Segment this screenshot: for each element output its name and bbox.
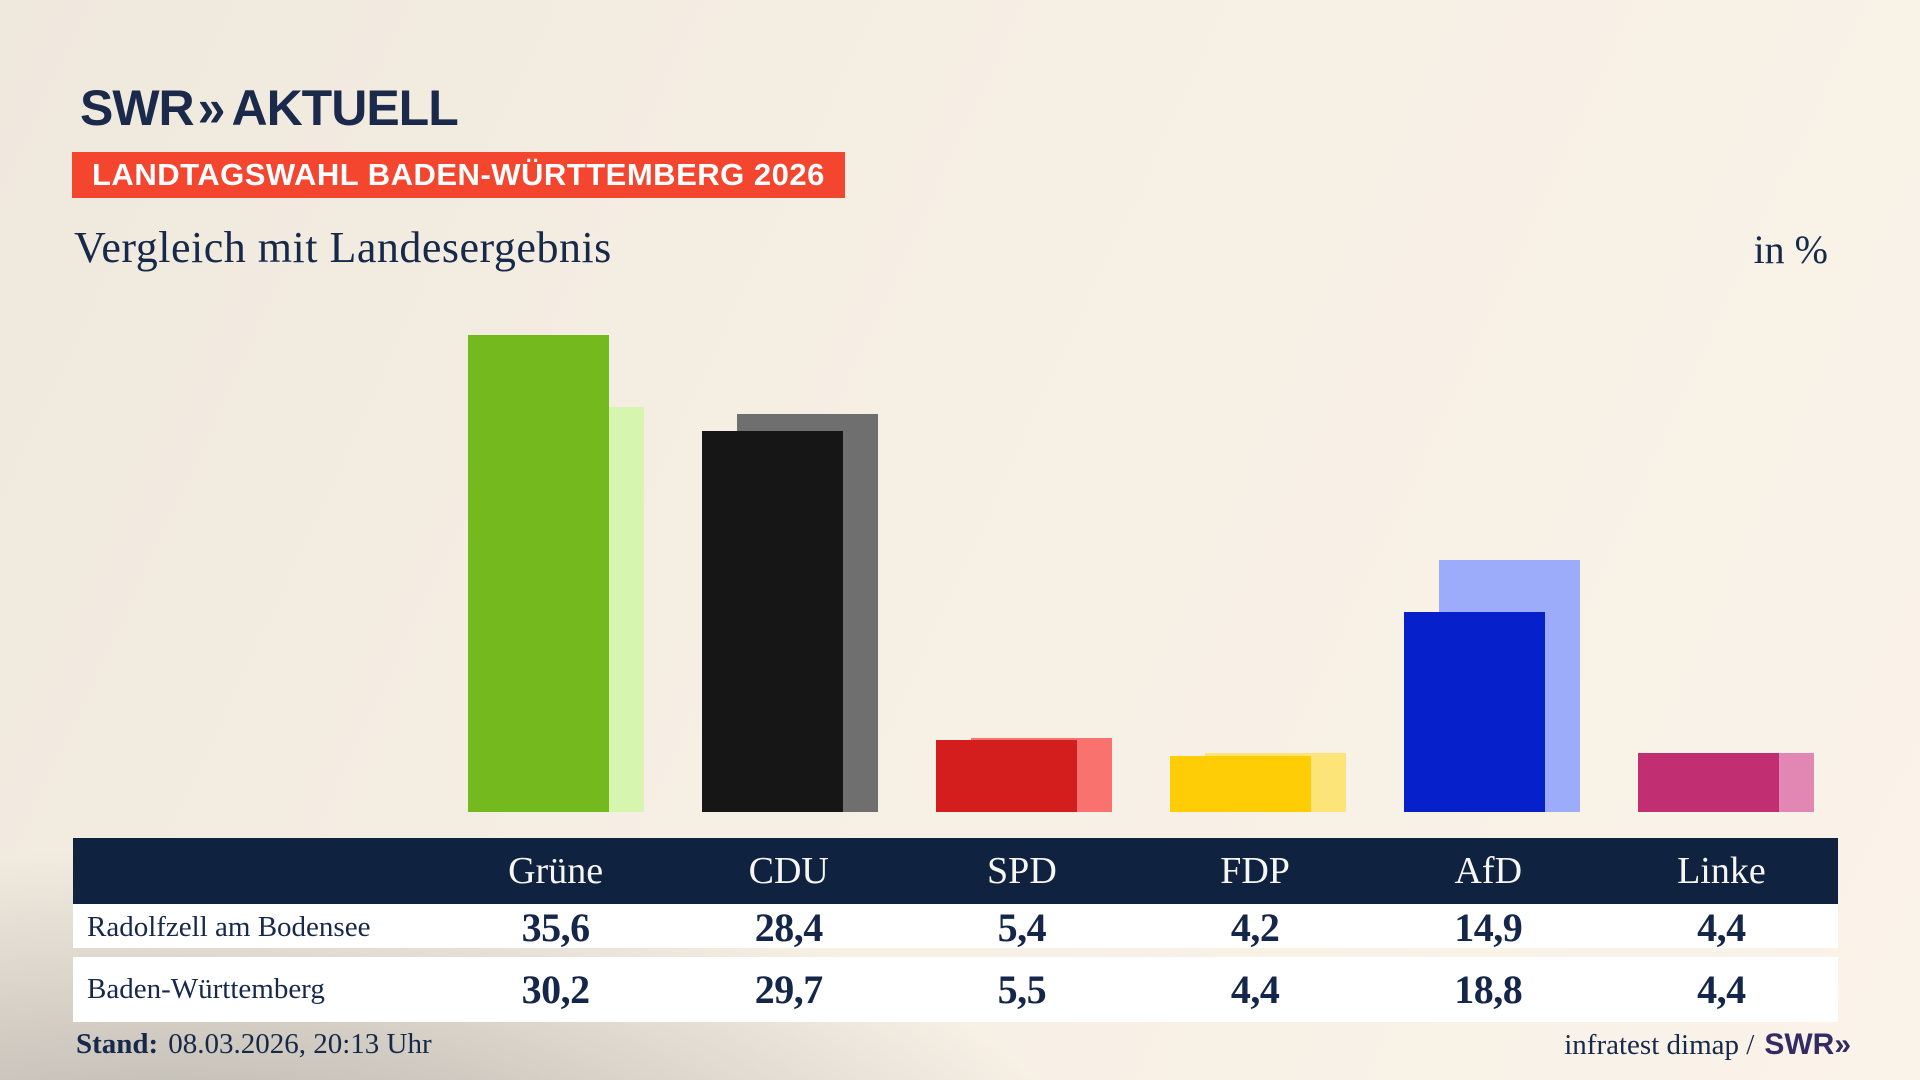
bar-linke-state [1673, 753, 1814, 812]
bar-fdp-state [1205, 753, 1346, 812]
value-state-linke: 4,4 [1697, 967, 1746, 1012]
bar-spd-state [971, 738, 1112, 812]
bar-grne-state [503, 407, 644, 812]
value-local-fdp: 4,2 [1230, 905, 1280, 950]
value-local-gruene: 35,6 [521, 905, 591, 950]
table-header-cdu: CDU [748, 850, 829, 892]
bar-linke-local [1638, 753, 1779, 812]
source-attribution: infratest dimap / SWR» [1564, 1028, 1851, 1062]
bar-cdu-local [702, 431, 843, 812]
value-state-cdu: 29,7 [754, 967, 824, 1012]
table-header-afd: AfD [1454, 850, 1523, 892]
value-state-fdp: 4,4 [1230, 967, 1280, 1012]
source-brand: SWR» [1764, 1028, 1851, 1061]
logo-section-text: AKTUELL [231, 80, 458, 136]
table-header-spd: SPD [987, 850, 1057, 892]
source-brand-chevrons-icon: » [1834, 1028, 1851, 1061]
bar-cdu-state [737, 414, 878, 812]
bar-afd-state [1439, 560, 1580, 812]
value-local-afd: 14,9 [1454, 905, 1523, 950]
bar-grne-local [468, 335, 609, 812]
row-label-radolfzell: Radolfzell am Bodensee [87, 911, 371, 943]
chart-title: Vergleich mit Landesergebnis [74, 223, 612, 272]
source-brand-text: SWR [1764, 1028, 1835, 1061]
value-local-linke: 4,4 [1697, 905, 1746, 950]
status-timestamp: Stand: 08.03.2026, 20:13 Uhr [76, 1028, 432, 1061]
table-header-linke: Linke [1677, 850, 1766, 892]
table-row-state: Baden-Württemberg 30,2 29,7 5,5 4,4 18,8… [73, 957, 1838, 1022]
bar-spd-local [936, 740, 1077, 812]
value-state-gruene: 30,2 [521, 967, 591, 1012]
election-badge: LANDTAGSWAHL BADEN-WÜRTTEMBERG 2026 [72, 152, 845, 198]
row-label-bw: Baden-Württemberg [87, 973, 325, 1005]
value-local-cdu: 28,4 [754, 905, 824, 950]
value-state-afd: 18,8 [1454, 967, 1523, 1012]
value-state-spd: 5,5 [997, 967, 1047, 1012]
bar-fdp-local [1170, 756, 1311, 812]
table-header-row: Grüne CDU SPD FDP AfD Linke [73, 838, 1838, 904]
table-header-fdp: FDP [1220, 850, 1290, 892]
swr-aktuell-logo: SWR» AKTUELL [80, 78, 459, 138]
stand-label: Stand: [76, 1028, 159, 1060]
stand-value: 08.03.2026, 20:13 Uhr [168, 1028, 432, 1060]
source-text: infratest dimap / [1564, 1029, 1755, 1061]
table-header-gruene: Grüne [508, 850, 604, 892]
logo-chevrons-icon: » [197, 78, 226, 138]
unit-label: in % [1753, 227, 1828, 272]
bar-afd-local [1404, 612, 1545, 812]
value-local-spd: 5,4 [997, 905, 1047, 950]
table-row-local: Radolfzell am Bodensee 35,6 28,4 5,4 4,2… [73, 904, 1838, 950]
logo-swr-text: SWR [80, 80, 195, 136]
